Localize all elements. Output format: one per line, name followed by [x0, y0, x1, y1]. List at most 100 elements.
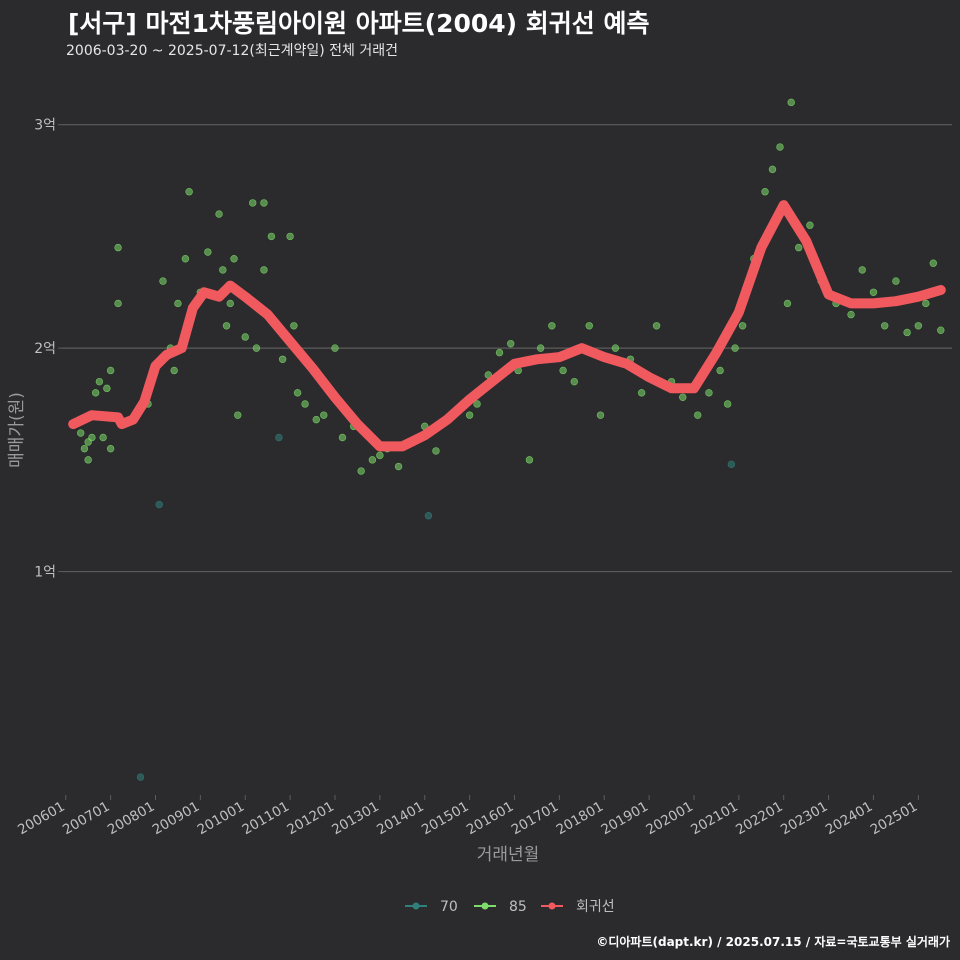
point-85 — [91, 389, 100, 397]
point-85 — [267, 232, 276, 241]
x-tick-label: 201001 — [195, 799, 248, 839]
point-85 — [338, 433, 347, 442]
legend-label: 85 — [509, 899, 527, 915]
x-axis-label: 거래년월 — [477, 845, 540, 865]
grid-lines — [62, 124, 952, 573]
x-tick-label: 201601 — [464, 799, 517, 839]
point-85 — [585, 322, 593, 330]
point-85 — [290, 322, 298, 330]
x-tick-label: 201501 — [419, 799, 472, 839]
point-85 — [80, 444, 89, 453]
point-85 — [185, 188, 193, 196]
y-tick-label: 1억 — [34, 565, 56, 581]
legend-label: 회귀선 — [576, 899, 615, 915]
point-85 — [794, 243, 803, 252]
point-85 — [787, 98, 795, 107]
x-tick-label: 202101 — [688, 799, 741, 839]
point-85 — [114, 243, 122, 252]
point-85 — [495, 348, 504, 357]
legend-marker — [481, 902, 489, 910]
point-85 — [368, 456, 377, 464]
point-85 — [95, 377, 104, 386]
point-85 — [215, 210, 223, 218]
legend: 70 85 회귀선 — [405, 899, 615, 915]
x-tick-label: 202301 — [778, 799, 831, 839]
point-85 — [880, 322, 889, 330]
point-85 — [252, 344, 261, 352]
point-85 — [922, 299, 930, 308]
point-85 — [507, 339, 515, 348]
chart-title: [서구] 마전1차풍림아이원 아파트(2004) 회귀선 예측 — [68, 9, 650, 38]
point-85 — [806, 221, 814, 229]
point-85 — [76, 429, 85, 437]
point-85 — [637, 389, 646, 397]
scatter-points — [76, 98, 945, 781]
x-tick-label: 200801 — [105, 799, 158, 839]
point-85 — [84, 456, 92, 464]
y-tick-label: 3억 — [34, 118, 56, 134]
chart-subtitle: 2006-03-20 ~ 2025-07-12(최근계약일) 전체 거래건 — [66, 43, 398, 59]
point-85 — [679, 393, 687, 401]
point-85 — [226, 299, 234, 308]
y-tick-label: 2억 — [34, 341, 56, 357]
point-85 — [761, 188, 769, 196]
point-70 — [155, 500, 163, 509]
point-85 — [847, 310, 855, 319]
point-85 — [234, 411, 242, 419]
point-85 — [705, 389, 713, 397]
point-70 — [424, 512, 433, 520]
point-85 — [181, 255, 190, 263]
legend-marker — [548, 902, 556, 910]
point-85 — [286, 232, 294, 241]
point-85 — [249, 199, 257, 207]
point-85 — [376, 451, 384, 460]
point-85 — [241, 333, 249, 341]
point-85 — [278, 355, 287, 363]
point-85 — [320, 411, 328, 419]
point-85 — [525, 456, 534, 464]
x-tick-label: 200601 — [15, 799, 68, 839]
point-85 — [768, 165, 777, 174]
x-tick-label: 200701 — [60, 799, 113, 839]
point-85 — [357, 467, 365, 475]
point-85 — [159, 277, 167, 285]
x-tick-label: 202501 — [868, 799, 921, 839]
point-85 — [432, 447, 440, 455]
point-85 — [723, 400, 732, 408]
point-85 — [331, 344, 339, 352]
legend-item-회귀선: 회귀선 — [541, 899, 615, 915]
x-tick-label: 201101 — [239, 799, 292, 839]
x-tick-label: 201201 — [284, 799, 337, 839]
point-85 — [652, 322, 661, 330]
point-85 — [937, 326, 945, 334]
point-85 — [611, 344, 620, 352]
point-85 — [260, 199, 268, 207]
point-85 — [903, 328, 911, 337]
point-85 — [858, 266, 866, 274]
point-85 — [869, 288, 878, 296]
point-85 — [204, 248, 212, 256]
legend-item-70: 70 — [405, 899, 458, 915]
point-85 — [301, 400, 309, 408]
x-tick-label: 202401 — [823, 799, 876, 839]
x-axis-ticks: 2006012007012008012009012010012011012012… — [15, 795, 920, 838]
point-85 — [473, 400, 481, 408]
point-85 — [596, 411, 605, 419]
point-85 — [536, 344, 545, 352]
x-tick-label: 202201 — [733, 799, 786, 839]
x-tick-label: 201701 — [509, 799, 562, 839]
legend-marker — [412, 902, 420, 910]
x-tick-label: 200901 — [150, 799, 203, 839]
x-tick-label: 201301 — [329, 799, 382, 839]
point-85 — [914, 322, 923, 330]
point-85 — [106, 444, 115, 453]
point-85 — [776, 143, 784, 151]
point-85 — [783, 299, 792, 308]
point-85 — [929, 259, 938, 267]
point-85 — [559, 366, 567, 375]
point-85 — [738, 322, 747, 330]
point-85 — [106, 366, 115, 375]
point-85 — [694, 411, 702, 419]
point-85 — [219, 266, 227, 274]
